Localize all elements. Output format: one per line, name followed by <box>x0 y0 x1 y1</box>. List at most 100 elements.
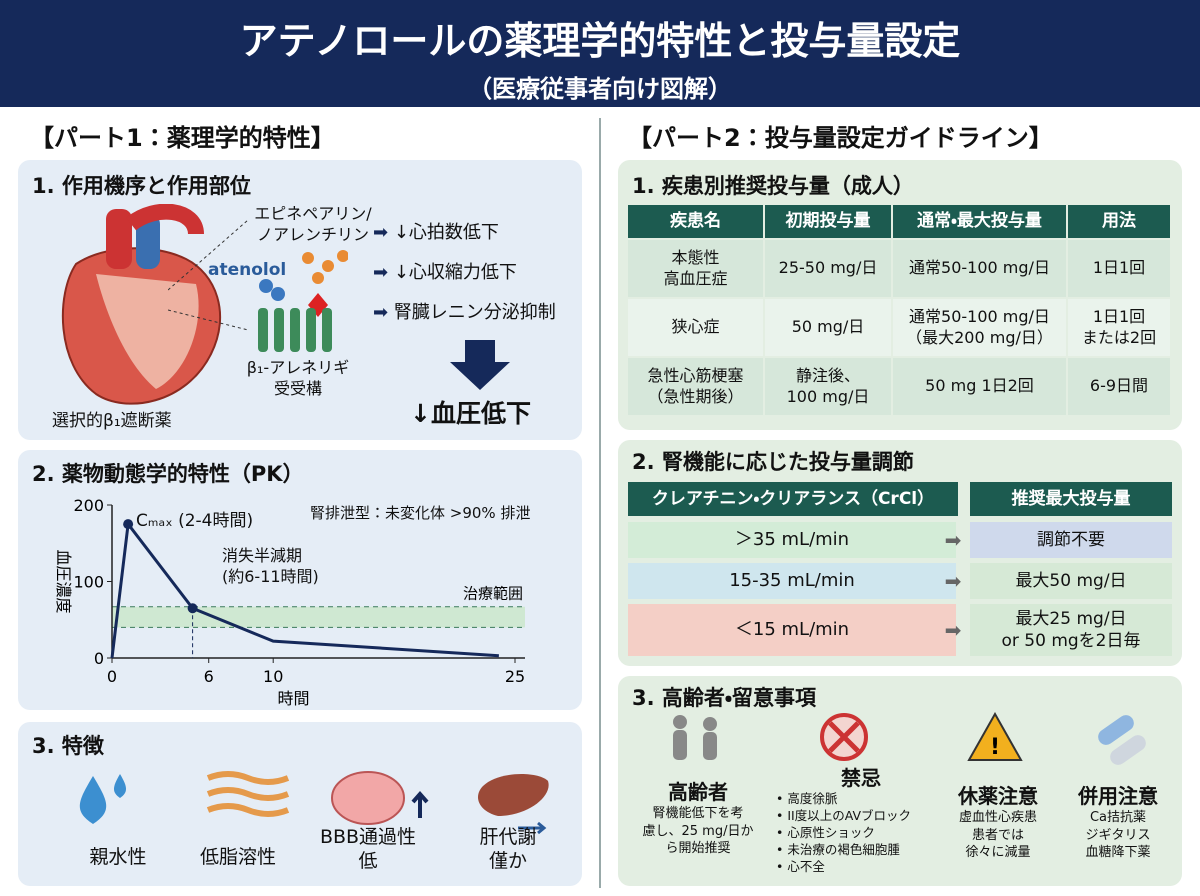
table-header: 初期投与量 <box>765 205 891 238</box>
features-panel: 3. 特徴 親水性 低脂溶性 BBB通過性 低 肝代謝 僅か <box>18 722 582 886</box>
x-tick-label: 25 <box>505 667 525 686</box>
table-cell: 静注後、 100 mg/日 <box>765 358 891 415</box>
table-header: 通常・最大投与量 <box>893 205 1066 238</box>
pk-chart: 治療範囲 0 100 200 0 6 10 25 時間 血圧濃度 <box>54 496 525 708</box>
contraindication: 心不全 <box>776 859 946 876</box>
contraindication: 未治療の褐色細胞腫 <box>776 842 946 859</box>
caution-title: 併用注意 <box>1078 784 1158 808</box>
effect: ➡ ↓心収縮力低下 <box>373 262 517 283</box>
x-axis-label: 時間 <box>277 689 309 708</box>
table-cell: 通常50-100 mg/日 <box>893 240 1066 297</box>
y-axis-label: 血圧濃度 <box>54 549 73 613</box>
arrow: ➡ <box>944 528 962 552</box>
table-cell: 50 mg 1日2回 <box>893 358 1066 415</box>
feature: 親水性 <box>89 846 147 868</box>
section-title: 2. 薬物動態学的特性（PK） <box>32 462 304 486</box>
caution-body: 虚血性心疾患 患者では 徐々に減量 <box>958 810 1037 861</box>
svg-text:!: ! <box>990 735 1000 760</box>
subtitle: （医療従事者向け図解） <box>468 75 732 103</box>
table-cell: 最大50 mg/日 <box>970 563 1172 599</box>
table-cell: 調節不要 <box>970 522 1172 558</box>
caution-title: 休薬注意 <box>958 784 1038 808</box>
caution: 休薬注意 虚血性心疾患 患者では 徐々に減量 <box>938 780 1058 862</box>
table-header: 推奨最大投与量 <box>970 482 1172 516</box>
key-point <box>123 519 134 530</box>
header: アテノロールの薬理学的特性と投与量設定 （医療従事者向け図解） <box>0 0 1200 107</box>
table-header: 疾患名 <box>628 205 763 238</box>
x-tick-label: 0 <box>107 667 117 686</box>
down-arrow <box>450 340 510 390</box>
caution: 禁忌 高度徐脈II度以上のAVブロック心原性ショック未治療の褐色細胞腫心不全 <box>776 762 946 875</box>
y-tick-label: 200 <box>73 496 104 515</box>
title: アテノロールの薬理学的特性と投与量設定 <box>239 19 961 63</box>
concentration-line <box>110 520 499 659</box>
table-cell: 本態性 高血圧症 <box>628 240 763 297</box>
x-tick-label: 10 <box>263 667 283 686</box>
effect: ➡ 腎臓レニン分泌抑制 <box>373 302 556 323</box>
contraindication: 心原性ショック <box>776 825 946 842</box>
divider <box>599 118 601 888</box>
y-tick-label: 100 <box>73 573 104 592</box>
contraindication: 高度徐脈 <box>776 791 946 808</box>
effect: ➡ ↓心拍数低下 <box>373 222 499 243</box>
section-title: 1. 作用機序と作用部位 <box>32 174 251 198</box>
feature: 低脂溶性 <box>199 846 276 868</box>
table-cell: 1日1回 または2回 <box>1068 299 1170 356</box>
part-title: 【パート1：薬理学的特性】 <box>30 124 335 152</box>
contraindication: II度以上のAVブロック <box>776 808 946 825</box>
caution-title: 高齢者 <box>668 780 728 804</box>
feature-icons <box>79 771 549 835</box>
effect-text: ↓心収縮力低下 <box>393 262 517 283</box>
table-cell: 通常50-100 mg/日 （最大200 mg/日） <box>893 299 1066 356</box>
caution: 併用注意 Ca拮抗薬 ジギタリス 血糖降下薬 <box>1058 780 1178 862</box>
renal-panel: 2. 腎機能に応じた投与量調節 クレアチニン・クリアランス（CrCl） 推奨最大投… <box>618 440 1182 666</box>
contraindications: 高度徐脈II度以上のAVブロック心原性ショック未治療の褐色細胞腫心不全 <box>776 791 946 875</box>
table-cell: ＞35 mL/min <box>628 522 956 558</box>
leader-lines <box>168 220 248 331</box>
caution-body: Ca拮抗薬 ジギタリス 血糖降下薬 <box>1085 810 1151 861</box>
feature: 肝代謝 僅か <box>479 826 537 872</box>
cmax-label: Cₘₐₓ (2-4時間) <box>136 511 254 531</box>
table-cell: 狭心症 <box>628 299 763 356</box>
caution-icons: ! <box>673 712 1146 765</box>
arrow: ➡ <box>944 569 962 593</box>
caption: 選択的β₁遮断薬 <box>52 411 172 431</box>
x-tick-label: 6 <box>204 667 214 686</box>
table-cell: 1日1回 <box>1068 240 1170 297</box>
ligand-label: エピネペアリン/ ノアレンチリン <box>254 204 372 244</box>
range-label: 治療範囲 <box>463 585 523 603</box>
pk-panel: 2. 薬物動態学的特性（PK） 治療範囲 0 100 200 0 6 10 25 時間 血圧濃度 … <box>18 450 582 710</box>
table-cell: 15-35 mL/min <box>628 563 956 599</box>
excretion-note: 腎排泄型：未変化体 >90% 排泄 <box>310 504 531 522</box>
key-point <box>187 603 198 614</box>
table-cell: 6-9日間 <box>1068 358 1170 415</box>
table-cell: 急性心筋梗塞 （急性期後） <box>628 358 763 415</box>
effect-text: ↓心拍数低下 <box>393 222 499 243</box>
part-title: 【パート2：投与量設定ガイドライン】 <box>628 124 1053 152</box>
table-cell: ＜15 mL/min <box>628 604 956 656</box>
section-title: 3. 特徴 <box>32 734 104 758</box>
effects: ➡ ↓心拍数低下 ➡ ↓心収縮力低下 ➡ 腎臓レニン分泌抑制 <box>373 218 556 338</box>
table-cell: 25-50 mg/日 <box>765 240 891 297</box>
table-cell: 50 mg/日 <box>765 299 891 356</box>
effect-text: 腎臓レニン分泌抑制 <box>393 302 556 323</box>
heart-icon <box>61 204 221 405</box>
feature: BBB通過性 低 <box>319 826 417 872</box>
result: ↓血圧低下 <box>410 399 531 428</box>
arrow: ➡ <box>944 618 962 642</box>
caution: 高齢者 腎機能低下を考 慮し、25 mg/日か ら開始推奨 <box>638 776 758 858</box>
table-header: クレアチニン・クリアランス（CrCl） <box>628 482 958 516</box>
therapeutic-range <box>112 606 525 628</box>
y-tick-label: 0 <box>94 649 104 668</box>
section-title: 3. 高齢者・留意事項 <box>632 686 817 710</box>
table-cell: 最大25 mg/日 or 50 mgを2日毎 <box>970 604 1172 656</box>
caution-body: 腎機能低下を考 慮し、25 mg/日か ら開始推奨 <box>642 806 754 857</box>
section-title: 2. 腎機能に応じた投与量調節 <box>632 450 914 474</box>
drug-label: atenolol <box>208 260 287 280</box>
table-header: 用法 <box>1068 205 1170 238</box>
cautions-panel: 3. 高齢者・留意事項 ! 高齢者 腎機能低下を考 慮し、25 mg/日か ら開始… <box>618 676 1182 886</box>
receptor-icon <box>258 250 348 352</box>
dosing-panel: 1. 疾患別推奨投与量（成人） 疾患名 初期投与量 通常・最大投与量 用法 本態性 高血… <box>618 160 1182 430</box>
caution-title: 禁忌 <box>841 766 881 790</box>
